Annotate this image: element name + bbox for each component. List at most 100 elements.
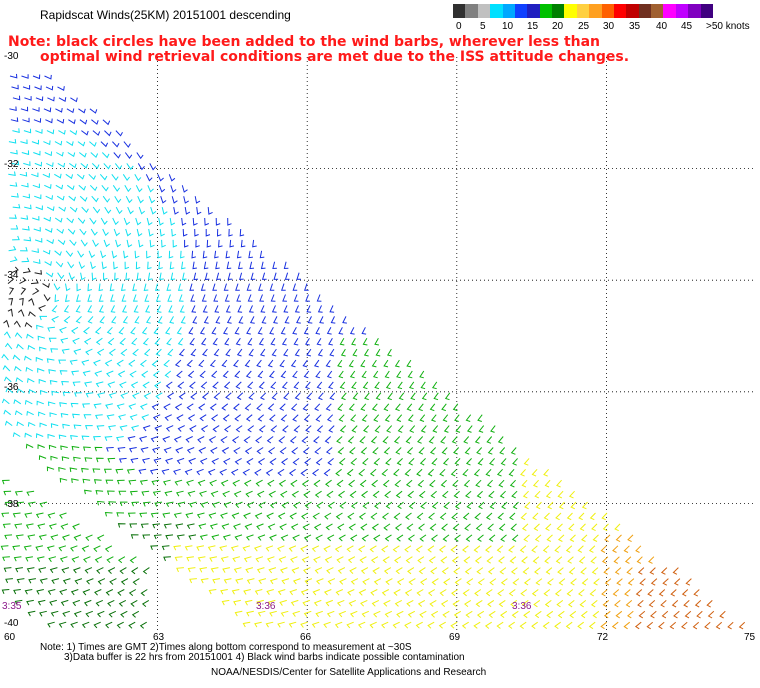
wind-barb [193,272,199,281]
wind-barb [405,512,412,520]
wind-barb [589,589,597,597]
wind-barb [235,381,242,390]
wind-barb [209,403,217,411]
wind-barb [303,283,309,291]
wind-barb [118,490,127,496]
wind-barb [246,578,255,584]
colorbar-swatch [700,4,713,18]
wind-barb [428,436,435,444]
wind-barb [143,392,152,400]
wind-barb [384,534,392,542]
wind-barb [126,239,133,248]
wind-barb [44,228,53,233]
wind-barb [151,479,160,486]
wind-barb [395,447,402,455]
wind-barb [189,337,195,346]
wind-barb [154,381,162,389]
wind-barb [233,447,241,454]
wind-barb [614,600,621,608]
wind-barb [237,261,243,270]
wind-barb [418,490,426,499]
wind-barb [649,567,656,575]
wind-barb [39,610,47,617]
wind-barb [118,457,127,463]
wind-barb [60,445,68,450]
wind-barb [280,414,288,422]
wind-barb [142,337,149,346]
wind-barb [47,433,55,439]
wind-barb [62,423,70,429]
wind-barb [420,425,427,433]
wind-barb [477,578,485,586]
wind-barb [407,370,413,379]
wind-barb [349,327,355,335]
wind-barb [283,348,289,357]
wind-barb [163,447,172,454]
wind-barb [20,106,29,112]
wind-barb [463,436,470,444]
wind-barb [334,621,343,629]
lon-label: 63 [153,632,165,643]
wind-barb [8,298,14,306]
wind-barb [234,457,242,465]
wind-barb [557,534,565,542]
wind-barb [277,512,286,520]
wind-barb [545,490,552,499]
wind-barb [266,512,274,520]
wind-barb [134,316,140,324]
wind-barb [535,501,542,510]
wind-barb [227,272,233,280]
wind-barb [256,447,264,455]
wind-barb [578,556,586,564]
wind-barb [281,457,288,466]
wind-barb [430,610,439,618]
wind-barb [360,567,369,574]
colorbar-swatch [651,4,664,18]
wind-barb [635,545,642,553]
wind-barb [79,228,87,236]
wind-barb [96,610,105,618]
contamination-note-line-1: Note: black circles have been added to t… [8,34,601,50]
wind-barb [292,283,298,291]
wind-barb [292,457,300,466]
wind-barb [405,436,412,444]
wind-barb [24,512,33,518]
wind-barb [4,342,13,350]
wind-barb [302,359,308,368]
wind-barb [520,512,527,521]
wind-barb [261,272,267,280]
wind-barb [531,589,539,597]
wind-barb [279,403,286,411]
wind-barb [56,228,64,234]
wind-barb [509,512,516,521]
wind-barb [200,578,209,584]
wind-barb [13,320,21,328]
lat-label: -34 [4,270,19,281]
wind-barb [25,366,34,372]
lon-label: 66 [300,632,312,643]
wind-barb [82,403,90,408]
wind-barb [614,523,621,532]
wind-barb [328,381,334,390]
wind-barb [311,621,320,628]
wind-barb [199,414,207,422]
colorbar-label: 30 [603,21,615,32]
wind-barb [316,294,322,302]
wind-barb [20,215,29,220]
wind-barb [207,207,213,215]
wind-barb [511,534,519,542]
wind-barb [509,479,516,488]
wind-barb [60,337,69,344]
wind-barb [346,468,354,477]
wind-barb [440,436,447,444]
wind-barb [453,490,460,499]
wind-barb [133,305,139,313]
wind-barb [547,578,554,586]
wind-barb [302,403,309,411]
wind-barb [290,523,299,531]
wind-barb [211,370,218,379]
wind-barb [174,556,183,562]
wind-barb [478,501,485,510]
wind-barb [271,392,278,401]
wind-barb [107,381,115,388]
